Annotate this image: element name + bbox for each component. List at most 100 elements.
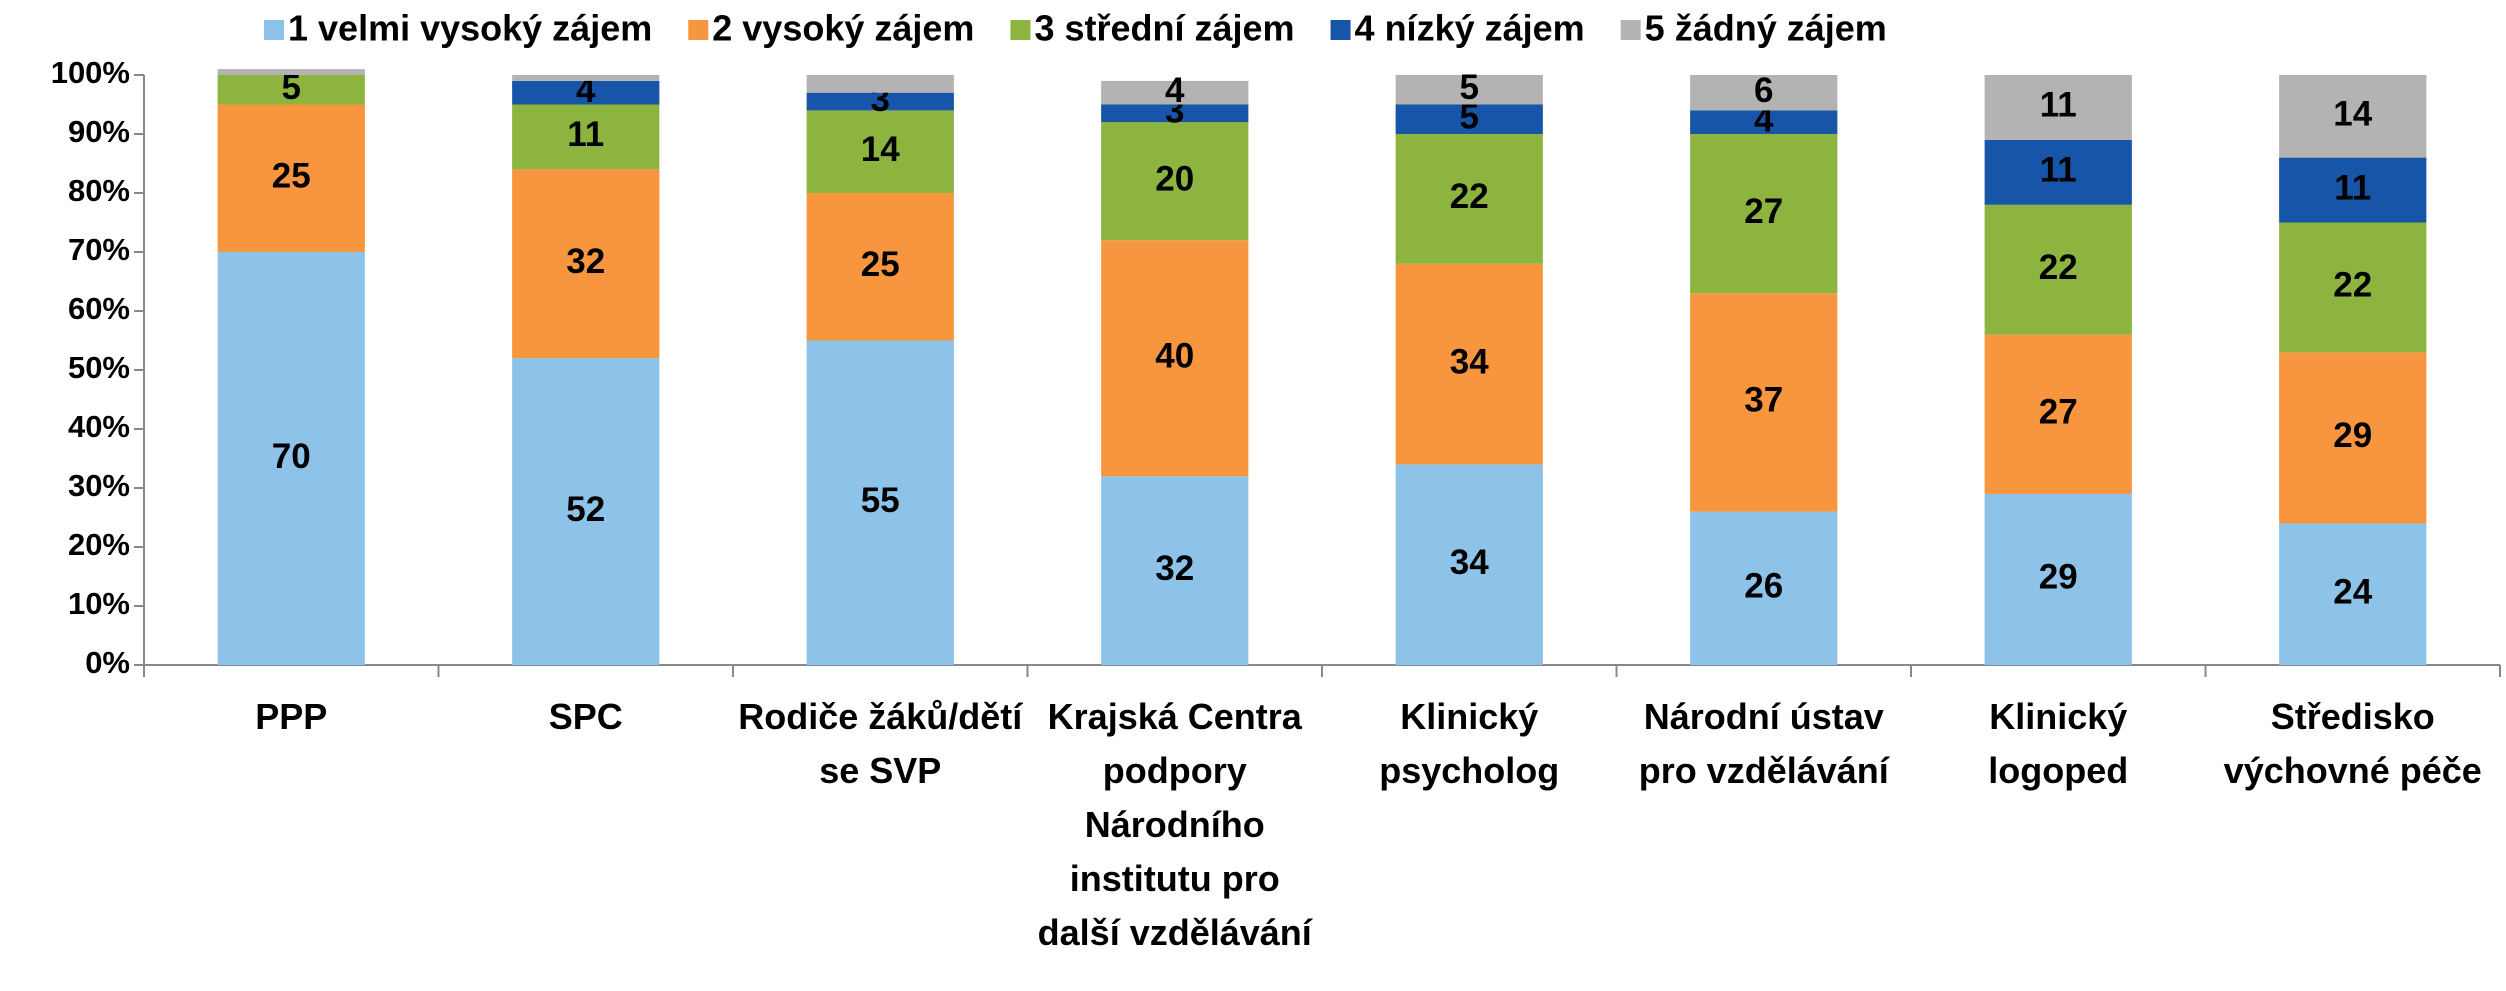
y-tick-label: 80% [68,173,130,208]
y-tick-label: 40% [68,409,130,444]
x-tick-label: Národní ústav pro vzdělávání [1638,696,1889,791]
y-tick-label: 30% [68,468,130,503]
bar-segment [217,69,365,75]
data-label: 25 [272,157,311,196]
x-tick-label: PPP [255,696,328,737]
data-label: 70 [272,437,311,476]
bar-segment [2279,523,2427,665]
data-label: 34 [1450,543,1489,582]
data-label: 29 [2333,416,2372,455]
data-label: 37 [1744,381,1783,420]
bar-segment [1395,75,1543,105]
bar-segment [512,358,660,665]
bar-segment [512,75,660,81]
bar-segment [1101,80,1249,105]
legend-swatch [1330,20,1351,40]
legend-swatch [1620,20,1641,40]
legend-label: 4 nízký zájem [1355,8,1585,49]
y-tick-label: 0% [85,645,130,680]
bar-segment [1101,122,1249,241]
bar-segment [1101,104,1249,123]
data-label: 52 [566,490,605,529]
bar-segment [1984,139,2132,205]
legend-label: 2 vysoký zájem [712,8,974,49]
bar-segment [806,75,954,93]
x-tick-label: Středisko výchovné péče [2223,696,2482,791]
data-label: 26 [1744,567,1783,606]
bar-segment [512,104,660,170]
data-label: 27 [2039,393,2078,432]
data-label: 6 [1754,71,1773,110]
bar-segment [1984,493,2132,665]
data-label: 24 [2333,572,2372,611]
x-tick-label: Klinický logoped [1988,696,2129,791]
data-label: 22 [2333,266,2372,305]
legend-label: 1 velmi vysoký zájem [288,8,652,49]
data-label: 11 [567,115,604,154]
y-tick-label: 10% [68,586,130,621]
data-label: 5 [1460,98,1479,137]
legend-swatch [688,20,709,40]
legend-swatch [1010,20,1031,40]
data-label: 20 [1155,159,1194,198]
x-tick-label: Klinický psycholog [1379,696,1560,791]
legend-swatch [264,20,284,40]
bar-segment [512,80,660,105]
bar-segment [1395,104,1543,134]
bar-segment [217,75,365,105]
x-tick-label: Rodiče žáků/dětí se SVP [738,696,1023,791]
data-label: 22 [1450,177,1489,216]
bar-segment [217,104,365,252]
bar-segment [2279,222,2427,353]
bar-segment [1690,134,1838,294]
bar-segment [2279,352,2427,524]
data-label: 11 [2334,168,2371,207]
data-label: 4 [1165,71,1185,110]
data-label: 25 [861,245,900,284]
bar-segment [2279,75,2427,158]
data-label: 27 [1744,192,1783,231]
bar-segment [1101,476,1249,665]
bar-segment [806,92,954,111]
bar-segment [806,340,954,665]
data-label: 32 [566,242,605,281]
y-tick-label: 100% [51,55,130,90]
data-label: 29 [2039,558,2078,597]
y-tick-label: 70% [68,232,130,267]
bar-segment [1690,293,1838,512]
data-label: 11 [2040,151,2077,190]
data-label: 32 [1155,549,1194,588]
data-label: 34 [1450,342,1489,381]
bar-segment [217,252,365,665]
bar-segment [1690,110,1838,134]
legend-label: 3 střední zájem [1034,8,1294,49]
data-label: 5 [282,68,301,107]
bar-segment [1395,464,1543,665]
bar-segment [1101,240,1249,477]
data-label: 14 [861,130,900,169]
data-label: 40 [1155,336,1194,375]
bar-segment [1984,75,2132,140]
bar-segment [1984,204,2132,335]
y-tick-label: 20% [68,527,130,562]
data-label: 55 [861,481,900,520]
bar-segment [1690,75,1838,111]
y-tick-label: 50% [68,350,130,385]
x-tick-label: Krajská Centra podpory Národního institu… [1037,696,1312,953]
data-label: 14 [2333,95,2372,134]
bar-segment [1690,511,1838,665]
data-label: 22 [2039,248,2078,287]
bar-segment [1984,334,2132,494]
bar-segment [1395,134,1543,264]
y-tick-label: 90% [68,114,130,149]
bar-segment [806,110,954,193]
x-tick-label: SPC [548,696,623,737]
bar-segment [2279,157,2427,223]
bar-segment [806,193,954,341]
bar-segment [512,169,660,359]
data-label: 11 [2040,86,2077,125]
y-tick-label: 60% [68,291,130,326]
bar-segment [1395,263,1543,465]
